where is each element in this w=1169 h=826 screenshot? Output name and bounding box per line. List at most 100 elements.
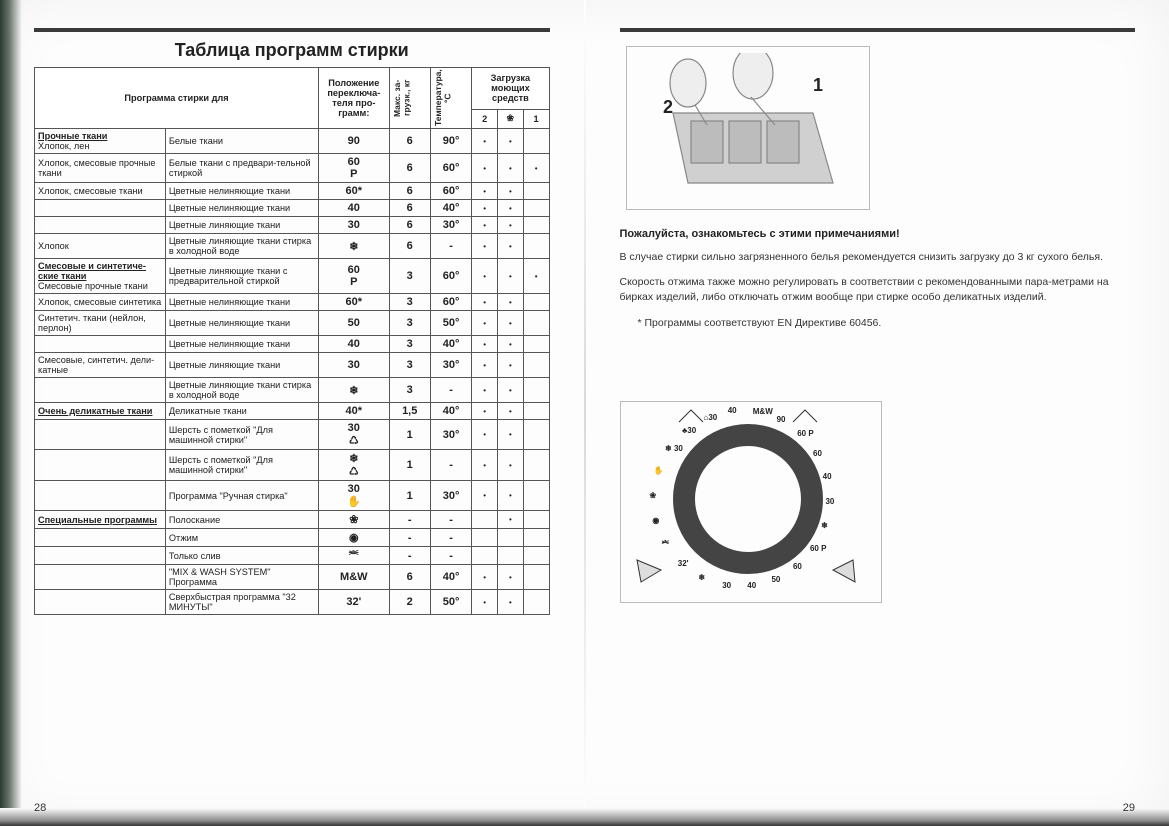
cell-category bbox=[35, 336, 166, 353]
cell-detergent-2: • bbox=[472, 403, 498, 420]
cell-detergent-1 bbox=[523, 511, 549, 529]
cell-description: Цветные нелиняющие ткани bbox=[165, 294, 318, 311]
page-number-left: 28 bbox=[34, 802, 46, 814]
program-dial-figure: M&W9060 P604030❄60 P60504030❄32'⎃◉❀✋❄ 30… bbox=[620, 401, 882, 603]
cell-position: 32' bbox=[319, 590, 389, 615]
cell-description: Программа "Ручная стирка" bbox=[165, 481, 318, 511]
table-row: "MIX & WASH SYSTEM" ПрограммаM&W640°•• bbox=[35, 565, 550, 590]
cell-detergent-2: • bbox=[472, 294, 498, 311]
table-row: Цветные линяющие ткани30630°•• bbox=[35, 217, 550, 234]
cell-category bbox=[35, 200, 166, 217]
table-row: Специальные программыПолоскание❀--• bbox=[35, 511, 550, 529]
cell-detergent-2: • bbox=[472, 217, 498, 234]
cell-temp: 60° bbox=[430, 154, 471, 183]
cell-position: 40 bbox=[319, 200, 389, 217]
drawer-label-1: 1 bbox=[813, 75, 823, 95]
cell-category bbox=[35, 481, 166, 511]
cell-category: Хлопок, смесовые прочные ткани bbox=[35, 154, 166, 183]
cell-detergent-soft bbox=[498, 529, 524, 547]
cell-detergent-soft: • bbox=[498, 511, 524, 529]
cell-load: 6 bbox=[389, 183, 430, 200]
cell-position: 50 bbox=[319, 311, 389, 336]
cell-position: 60 P bbox=[319, 259, 389, 294]
cell-detergent-soft: • bbox=[498, 294, 524, 311]
cell-detergent-1: • bbox=[523, 259, 549, 294]
col-position: Положение переключа-теля про-грамм: bbox=[319, 68, 389, 129]
cell-load: 3 bbox=[389, 336, 430, 353]
cell-detergent-2: • bbox=[472, 420, 498, 450]
cell-load: - bbox=[389, 511, 430, 529]
cell-position: ❄ bbox=[319, 234, 389, 259]
col-program: Программа стирки для bbox=[35, 68, 319, 129]
cell-detergent-soft: • bbox=[498, 154, 524, 183]
table-head: Программа стирки для Положение переключа… bbox=[35, 68, 550, 129]
cell-description: Белые ткани с предвари-тельной стиркой bbox=[165, 154, 318, 183]
cell-description: Полоскание bbox=[165, 511, 318, 529]
cell-temp: - bbox=[430, 450, 471, 481]
cell-detergent-1 bbox=[523, 403, 549, 420]
page-left: Таблица программ стирки Программа стирки… bbox=[0, 0, 584, 826]
cell-temp: 60° bbox=[430, 259, 471, 294]
cell-position: 30 ✋ bbox=[319, 481, 389, 511]
table-row: Цветные линяющие ткани стирка в холодной… bbox=[35, 378, 550, 403]
cell-description: Цветные нелиняющие ткани bbox=[165, 311, 318, 336]
cell-detergent-1: • bbox=[523, 154, 549, 183]
table-row: Цветные нелиняющие ткани40340°•• bbox=[35, 336, 550, 353]
col-detergent: Загрузка моющих средств bbox=[472, 68, 549, 110]
table-body: Прочные тканиХлопок, ленБелые ткани90690… bbox=[35, 129, 550, 615]
header-rule bbox=[34, 28, 550, 32]
cell-detergent-1 bbox=[523, 183, 549, 200]
table-row: Синтетич. ткани (нейлон, перлон)Цветные … bbox=[35, 311, 550, 336]
cell-detergent-1 bbox=[523, 547, 549, 565]
cell-description: Цветные линяющие ткани стирка в холодной… bbox=[165, 234, 318, 259]
cell-load: - bbox=[389, 547, 430, 565]
cell-position: ❀ bbox=[319, 511, 389, 529]
cell-description: Цветные нелиняющие ткани bbox=[165, 183, 318, 200]
cell-position: 60 P bbox=[319, 154, 389, 183]
cell-detergent-1 bbox=[523, 378, 549, 403]
cell-detergent-1 bbox=[523, 294, 549, 311]
cell-position: ⎃ bbox=[319, 547, 389, 565]
table-row: Хлопок, смесовые прочные тканиБелые ткан… bbox=[35, 154, 550, 183]
cell-detergent-2: • bbox=[472, 481, 498, 511]
cell-category bbox=[35, 590, 166, 615]
table-row: Смесовые, синтетич. дели-катныеЦветные л… bbox=[35, 353, 550, 378]
cell-description: Шерсть с пометкой "Для машинной стирки" bbox=[165, 420, 318, 450]
cell-category: Смесовые, синтетич. дели-катные bbox=[35, 353, 166, 378]
cell-temp: 30° bbox=[430, 217, 471, 234]
table-title: Таблица программ стирки bbox=[34, 40, 550, 61]
col-maxload: Макс. за-грузк., кг bbox=[393, 70, 412, 126]
cell-category: Хлопок bbox=[35, 234, 166, 259]
cell-detergent-1 bbox=[523, 420, 549, 450]
drawer-svg: 2 1 bbox=[633, 53, 863, 203]
cell-temp: 40° bbox=[430, 565, 471, 590]
header-rule-right bbox=[620, 28, 1136, 32]
cell-category bbox=[35, 565, 166, 590]
note-para-2: Скорость отжима также можно регулировать… bbox=[620, 275, 1136, 305]
cell-detergent-soft: • bbox=[498, 378, 524, 403]
cell-detergent-1 bbox=[523, 529, 549, 547]
cell-detergent-2: • bbox=[472, 565, 498, 590]
cell-category bbox=[35, 217, 166, 234]
col-det-1: 1 bbox=[523, 109, 549, 128]
cell-description: Цветные нелиняющие ткани bbox=[165, 200, 318, 217]
cell-category: Очень деликатные ткани bbox=[35, 403, 166, 420]
cell-detergent-soft: • bbox=[498, 336, 524, 353]
cell-detergent-2: • bbox=[472, 378, 498, 403]
cell-detergent-2: • bbox=[472, 353, 498, 378]
cell-position: 90 bbox=[319, 129, 389, 154]
cell-detergent-soft: • bbox=[498, 403, 524, 420]
cell-position: ❄ bbox=[319, 378, 389, 403]
cell-detergent-2: • bbox=[472, 336, 498, 353]
cell-load: 1 bbox=[389, 450, 430, 481]
cell-category bbox=[35, 529, 166, 547]
cell-description: Цветные нелиняющие ткани bbox=[165, 336, 318, 353]
cell-detergent-soft: • bbox=[498, 590, 524, 615]
cell-temp: 90° bbox=[430, 129, 471, 154]
cell-detergent-2: • bbox=[472, 183, 498, 200]
cell-detergent-1 bbox=[523, 311, 549, 336]
cell-detergent-soft: • bbox=[498, 353, 524, 378]
cell-temp: - bbox=[430, 511, 471, 529]
cell-temp: 40° bbox=[430, 403, 471, 420]
col-det-soft: ❀ bbox=[498, 109, 524, 128]
